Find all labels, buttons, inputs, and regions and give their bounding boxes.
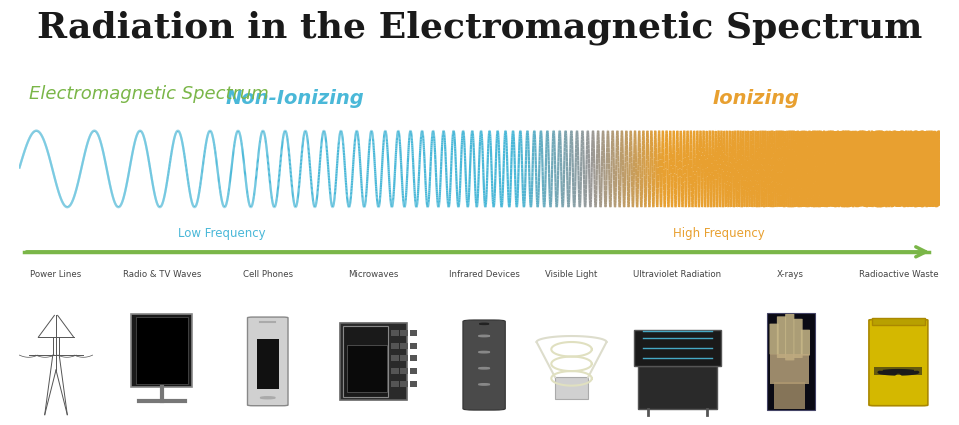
FancyBboxPatch shape (136, 317, 188, 384)
Text: Radioactive Waste: Radioactive Waste (858, 270, 938, 279)
FancyBboxPatch shape (785, 314, 794, 360)
Circle shape (479, 335, 490, 337)
FancyBboxPatch shape (777, 316, 786, 358)
Bar (391, 381, 399, 387)
FancyBboxPatch shape (347, 345, 386, 392)
FancyBboxPatch shape (770, 354, 809, 384)
Bar (401, 355, 408, 361)
Bar (391, 355, 399, 361)
FancyBboxPatch shape (247, 317, 288, 406)
Text: Ionizing: Ionizing (713, 89, 799, 108)
Text: Visible Light: Visible Light (546, 270, 597, 279)
Text: Non-Ionizing: Non-Ionizing (226, 89, 364, 108)
FancyBboxPatch shape (793, 319, 803, 358)
Circle shape (480, 323, 489, 324)
Text: Microwaves: Microwaves (348, 270, 399, 279)
Polygon shape (878, 371, 897, 375)
FancyBboxPatch shape (639, 366, 716, 409)
Bar (391, 343, 399, 348)
FancyBboxPatch shape (767, 313, 814, 410)
FancyBboxPatch shape (875, 367, 923, 375)
Circle shape (261, 397, 275, 399)
FancyBboxPatch shape (555, 377, 588, 399)
Polygon shape (883, 370, 914, 371)
Bar (401, 381, 408, 387)
Text: Cell Phones: Cell Phones (243, 270, 292, 279)
Bar (391, 330, 399, 336)
Bar (401, 368, 408, 374)
Bar (409, 330, 417, 336)
FancyBboxPatch shape (801, 330, 810, 356)
Text: Electromagnetic Spectrum: Electromagnetic Spectrum (29, 85, 269, 103)
FancyBboxPatch shape (634, 330, 721, 366)
Text: Radio & TV Waves: Radio & TV Waves (123, 270, 201, 279)
FancyBboxPatch shape (343, 326, 388, 397)
FancyBboxPatch shape (257, 339, 279, 389)
FancyBboxPatch shape (869, 320, 928, 406)
FancyBboxPatch shape (463, 320, 505, 410)
FancyBboxPatch shape (872, 318, 925, 325)
Bar (409, 381, 417, 387)
Text: Low Frequency: Low Frequency (178, 227, 266, 241)
Bar (391, 368, 399, 374)
Bar (401, 330, 408, 336)
Circle shape (479, 351, 490, 353)
Circle shape (479, 384, 490, 385)
Bar (401, 343, 408, 348)
FancyBboxPatch shape (769, 323, 779, 354)
FancyBboxPatch shape (340, 323, 407, 400)
Circle shape (479, 368, 490, 369)
Text: Infrared Devices: Infrared Devices (449, 270, 520, 279)
Bar (409, 368, 417, 374)
Circle shape (893, 371, 904, 373)
Bar (409, 343, 417, 348)
Polygon shape (900, 371, 919, 375)
Text: Ultraviolet Radiation: Ultraviolet Radiation (633, 270, 721, 279)
FancyBboxPatch shape (774, 382, 806, 409)
Text: X-rays: X-rays (777, 270, 805, 279)
Text: Power Lines: Power Lines (31, 270, 82, 279)
Text: Radiation in the Electromagnetic Spectrum: Radiation in the Electromagnetic Spectru… (36, 11, 923, 45)
Text: High Frequency: High Frequency (673, 227, 764, 241)
Bar (409, 355, 417, 361)
FancyBboxPatch shape (131, 314, 192, 387)
